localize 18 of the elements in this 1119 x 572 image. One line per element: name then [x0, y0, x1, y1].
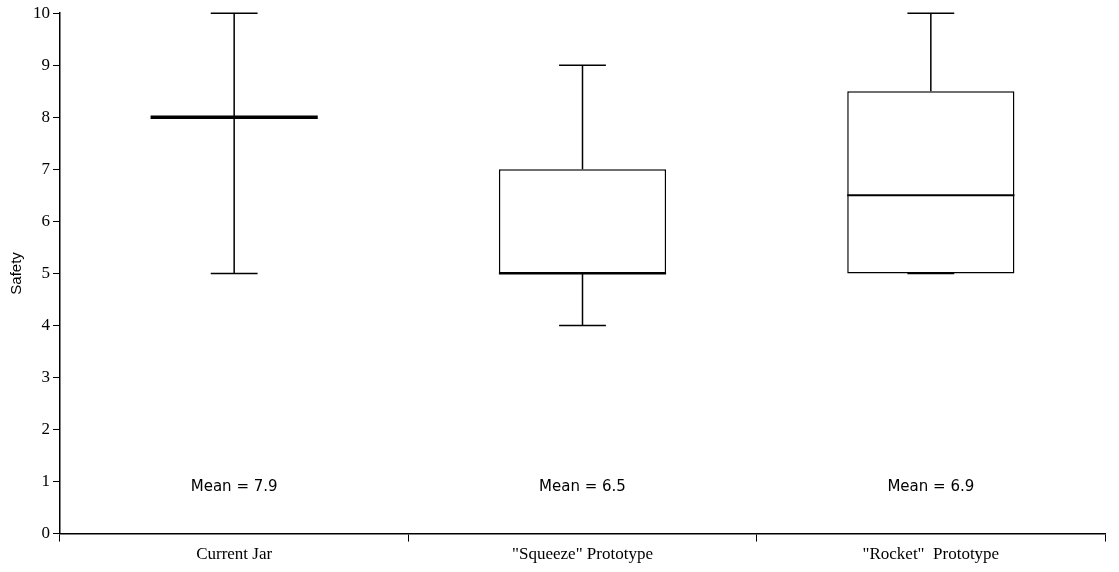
annotation: Mean = 7.9: [190, 476, 278, 495]
y-tick-label: 7: [41, 158, 51, 178]
annotation: Mean = 6.9: [887, 476, 975, 495]
x-tick-label: Current Jar: [196, 544, 273, 564]
x-tick-label: "Rocket" Prototype: [862, 544, 1000, 564]
y-tick-label: 0: [41, 523, 50, 543]
y-tick-label: 8: [41, 106, 50, 126]
x-tick-label: "Squeeze" Prototype: [512, 544, 653, 564]
y-tick-label: 9: [41, 54, 50, 74]
y-tick-label: 10: [33, 2, 50, 22]
y-tick-label: 4: [41, 314, 51, 334]
annotation: Mean = 6.5: [539, 476, 626, 495]
y-axis-title: Safety: [7, 251, 25, 295]
y-tick-label: 5: [41, 262, 50, 282]
y-tick-label: 2: [41, 418, 50, 438]
y-tick-label: 6: [41, 210, 50, 230]
y-tick-label: 1: [41, 471, 50, 491]
y-tick-label: 3: [41, 366, 50, 386]
